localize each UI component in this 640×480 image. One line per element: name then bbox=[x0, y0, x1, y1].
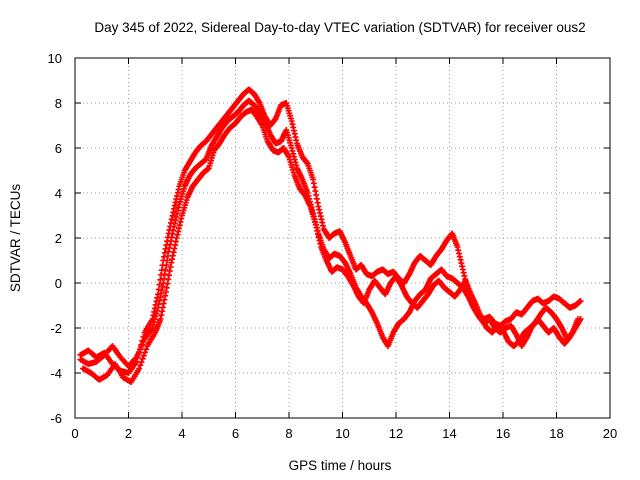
y-tick-label: 4 bbox=[55, 186, 62, 201]
y-axis-label: SDTVAR / TECUs bbox=[8, 184, 23, 293]
x-axis-label: GPS time / hours bbox=[289, 458, 392, 473]
y-tick-label: 0 bbox=[55, 276, 62, 291]
data-point bbox=[141, 349, 148, 356]
data-point bbox=[140, 352, 147, 359]
x-tick-label: 18 bbox=[549, 426, 563, 441]
y-tick-label: 8 bbox=[55, 96, 62, 111]
data-point bbox=[137, 362, 144, 369]
x-tick-label: 20 bbox=[603, 426, 617, 441]
data-point bbox=[139, 355, 146, 362]
data-point bbox=[574, 316, 581, 322]
x-tick-label: 6 bbox=[232, 426, 239, 441]
series-track-3 bbox=[80, 106, 581, 385]
data-point bbox=[136, 365, 143, 372]
x-tick-label: 14 bbox=[442, 426, 456, 441]
chart-title: Day 345 of 2022, Sidereal Day-to-day VTE… bbox=[94, 20, 585, 35]
x-tick-label: 8 bbox=[285, 426, 292, 441]
y-tick-label: -4 bbox=[50, 366, 62, 381]
y-tick-label: 10 bbox=[48, 51, 62, 66]
y-tick-label: -2 bbox=[50, 321, 62, 336]
x-tick-label: 16 bbox=[496, 426, 510, 441]
x-tick-label: 4 bbox=[178, 426, 185, 441]
data-point bbox=[138, 359, 145, 366]
data-point bbox=[577, 298, 584, 304]
x-tick-label: 2 bbox=[125, 426, 132, 441]
data-points bbox=[77, 86, 584, 385]
y-tick-label: -6 bbox=[50, 411, 62, 426]
series-track-2 bbox=[77, 97, 584, 370]
axis-ticks: 0 2 4 6 8 10 12 14 16 18 20 -6 -4 -2 0 2 4 6 8 10 bbox=[48, 51, 618, 441]
x-tick-label: 0 bbox=[71, 426, 78, 441]
data-point bbox=[143, 346, 150, 353]
x-tick-label: 12 bbox=[389, 426, 403, 441]
x-tick-label: 10 bbox=[335, 426, 349, 441]
y-tick-label: 6 bbox=[55, 141, 62, 156]
y-tick-label: 2 bbox=[55, 231, 62, 246]
